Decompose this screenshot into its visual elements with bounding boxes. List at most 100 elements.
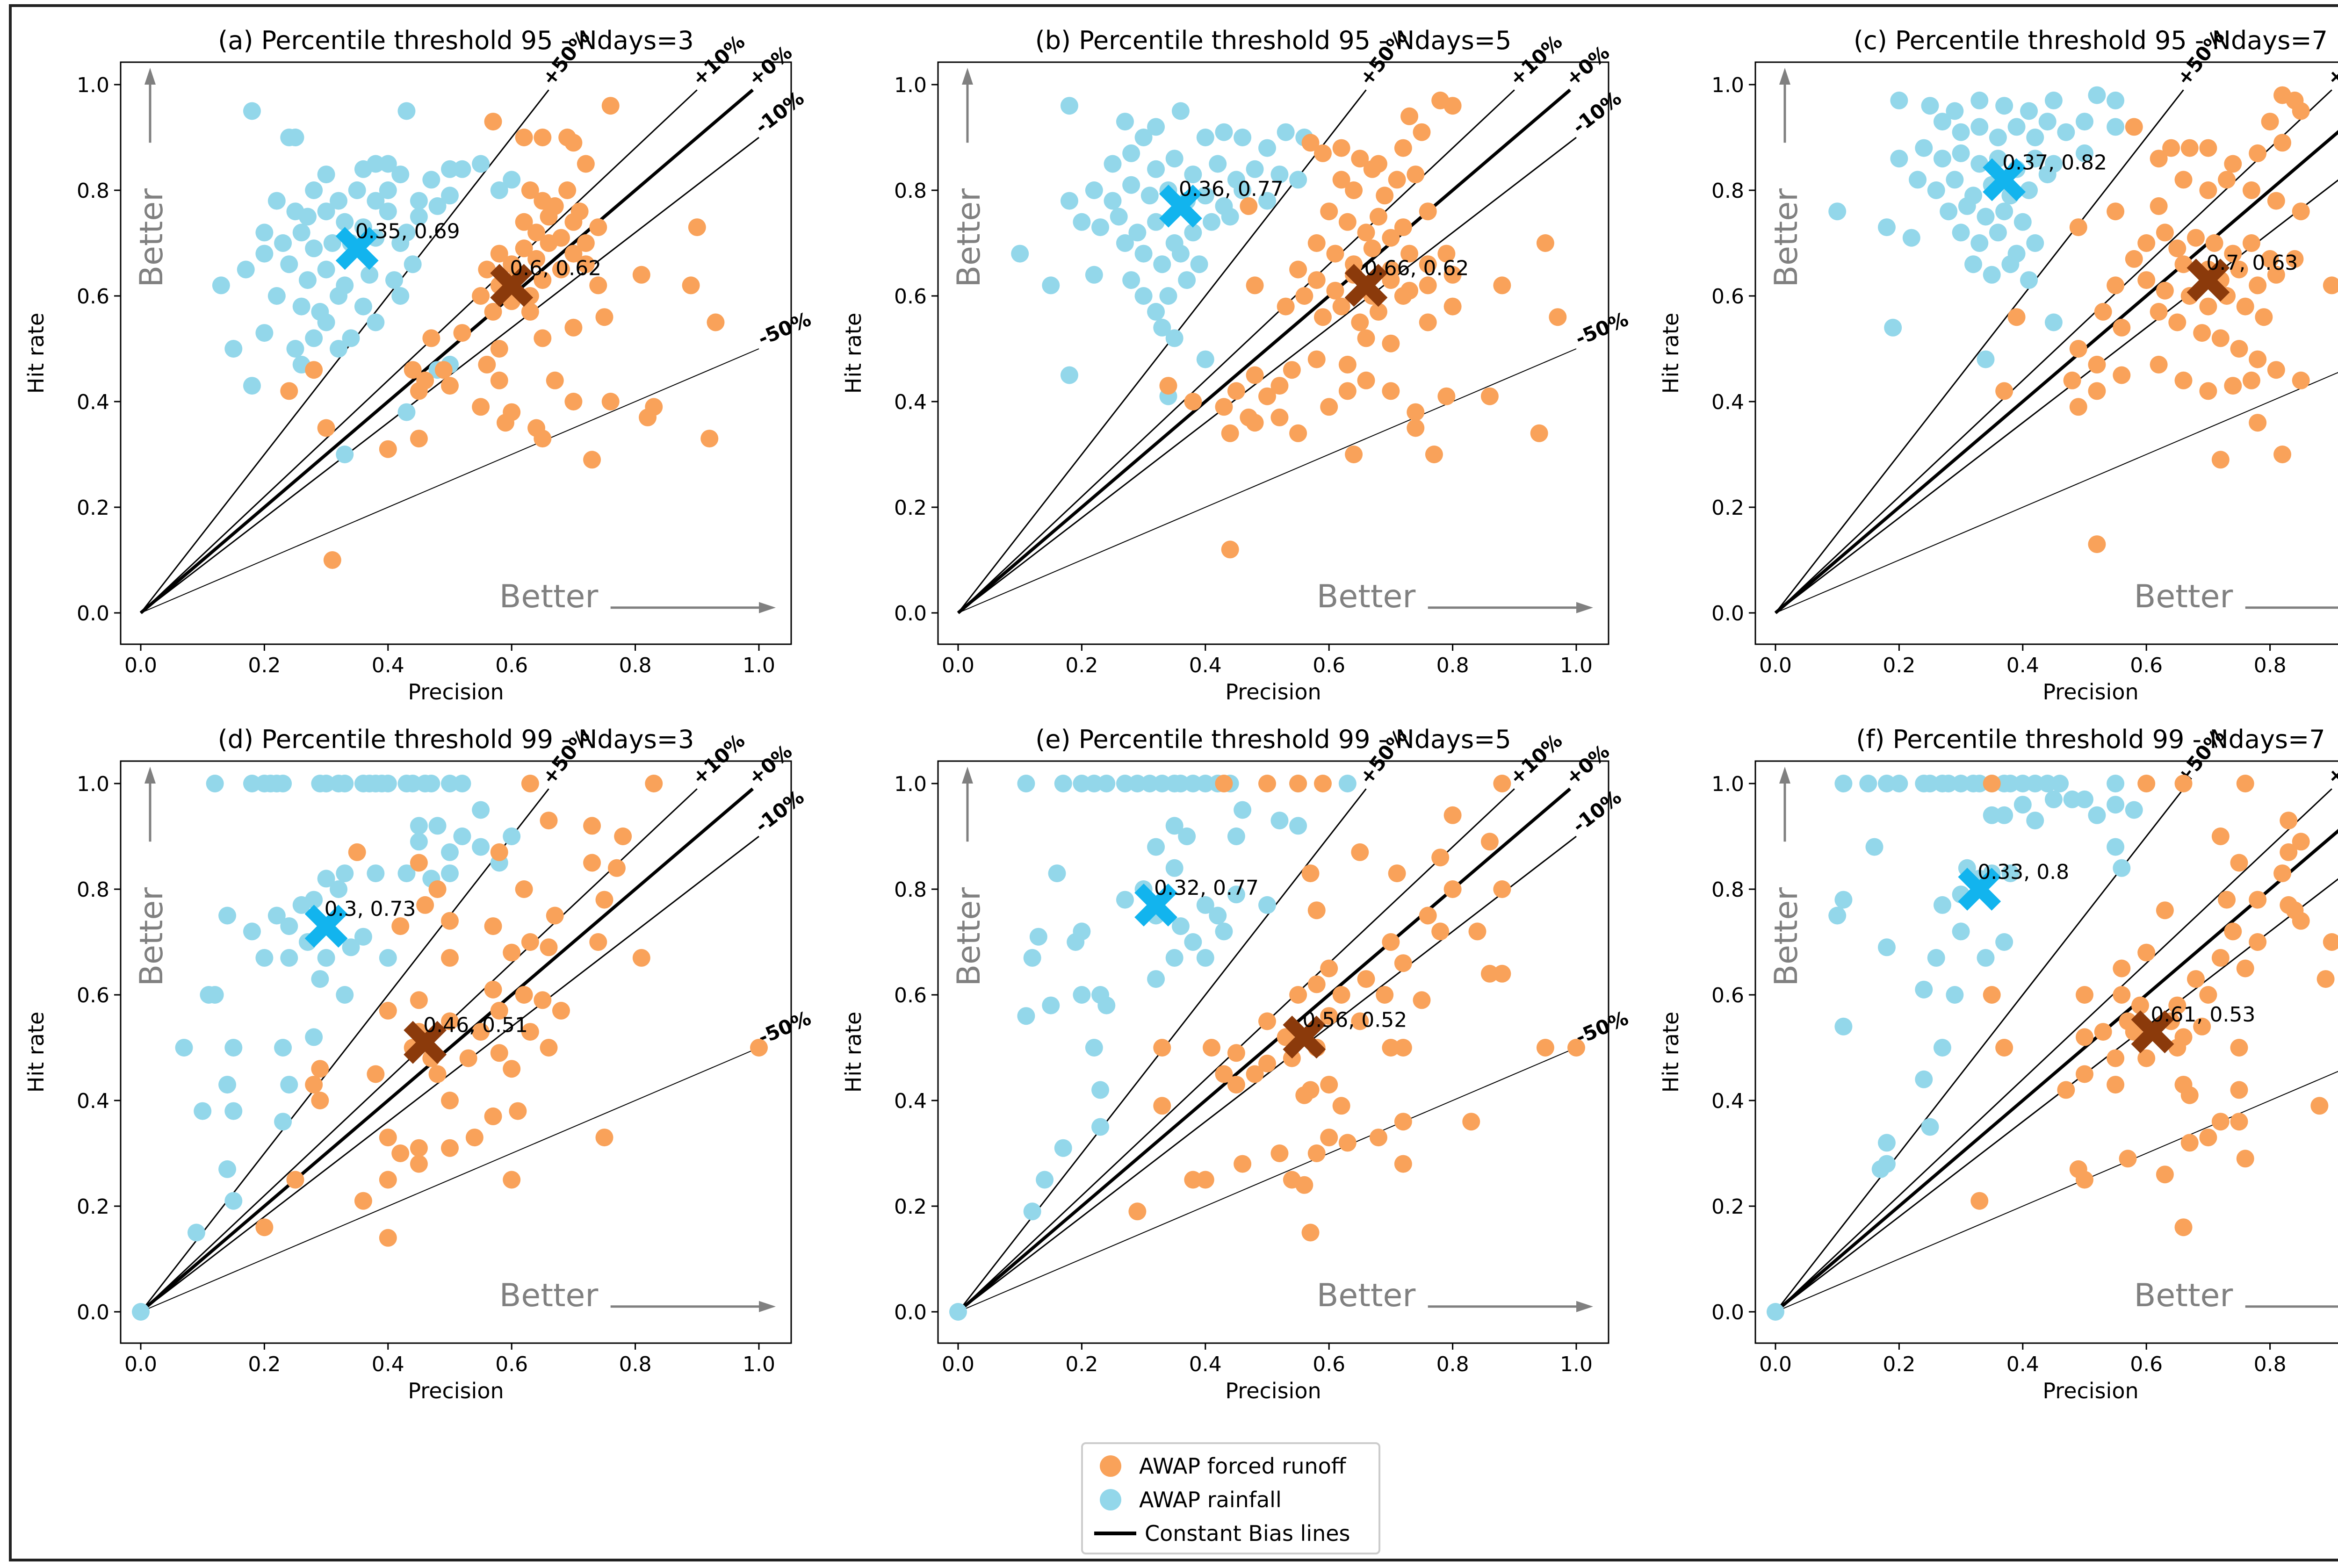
runoff-point (379, 1001, 397, 1020)
y-tick-label: 0.4 (894, 1089, 927, 1113)
runoff-point (2168, 996, 2186, 1014)
y-tick-label: 0.2 (894, 1195, 927, 1219)
runoff-mean-marker-label: 0.6, 0.62 (510, 256, 601, 280)
rainfall-point (1165, 949, 1183, 967)
rainfall-point (175, 1039, 193, 1057)
y-tick-label: 0.2 (77, 1195, 109, 1219)
chart-title: (d) Percentile threshold 99 - Ndays=3 (218, 725, 694, 754)
runoff-point (484, 302, 502, 321)
rainfall-point (1110, 208, 1128, 226)
runoff-point (472, 398, 490, 416)
runoff-point (503, 943, 521, 962)
runoff-mean-marker-icon (2131, 1010, 2174, 1053)
runoff-point (595, 891, 613, 909)
runoff-point (577, 255, 595, 273)
runoff-point (534, 329, 552, 347)
bias-line (1775, 89, 2184, 613)
rainfall-point (274, 1039, 292, 1057)
runoff-point (416, 896, 434, 914)
legend-bias-line-icon (1094, 1532, 1136, 1535)
runoff-point (1382, 271, 1400, 289)
x-tick-label: 0.6 (1313, 1352, 1345, 1376)
runoff-point (2199, 181, 2217, 199)
runoff-point (2280, 812, 2298, 830)
rainfall-point (255, 949, 274, 967)
runoff-point (1227, 382, 1245, 400)
rainfall-mean-marker-label: 0.37, 0.82 (2002, 151, 2107, 174)
better-label-horizontal: Better (2134, 1277, 2233, 1314)
rainfall-point (1209, 906, 1227, 925)
runoff-point (2156, 1165, 2174, 1184)
rainfall-point (2107, 91, 2125, 109)
chart-panel-6: 0.00.20.40.60.81.00.00.20.40.60.81.0Prec… (1658, 725, 2338, 1403)
x-tick-label: 0.2 (1065, 654, 1098, 677)
rainfall-point (292, 297, 310, 316)
rainfall-point (292, 896, 310, 914)
runoff-point (1295, 1086, 1313, 1104)
runoff-point (1369, 208, 1387, 226)
runoff-point (577, 234, 595, 252)
runoff-point (1419, 255, 1437, 273)
y-tick-label: 0.2 (1711, 496, 1744, 520)
rainfall-point (2026, 150, 2044, 168)
bias-line (957, 787, 1572, 1313)
rainfall-point (2013, 213, 2032, 231)
plot-area (937, 61, 1609, 645)
runoff-point (521, 933, 539, 951)
runoff-point (441, 912, 459, 930)
rainfall-point (428, 197, 447, 215)
rainfall-point (243, 102, 261, 120)
rainfall-point (1116, 234, 1134, 252)
runoff-point (2292, 833, 2310, 851)
runoff-mean-marker-label: 0.56, 0.52 (1302, 1008, 1407, 1032)
runoff-point (2069, 340, 2087, 358)
rainfall-point (330, 880, 348, 898)
runoff-point (1246, 414, 1264, 432)
x-tick-label: 0.2 (1883, 1352, 1915, 1376)
chart-panel-2: 0.0 0.2 0.4 0.6 0.8 1.0 0.0 0.2 0.4 0.6 0.8 1.0 Prec… (841, 26, 1631, 705)
runoff-point (1246, 366, 1264, 384)
y-axis-label: Hit rate (23, 1012, 49, 1093)
runoff-point (552, 1001, 570, 1020)
runoff-point (323, 551, 341, 569)
runoff-point (1307, 901, 1326, 920)
runoff-mean-marker-label: 0.46, 0.51 (423, 1014, 528, 1037)
rainfall-point (2020, 181, 2038, 199)
rainfall-point (2044, 313, 2063, 331)
runoff-point (490, 245, 508, 263)
runoff-point (441, 949, 459, 967)
rainfall-point (1890, 91, 1908, 109)
runoff-point (2230, 260, 2248, 279)
x-axis-label: Precision (408, 1378, 504, 1403)
runoff-point (2236, 1150, 2254, 1168)
y-axis-label: Hit rate (1658, 313, 1683, 394)
bias-line (139, 787, 754, 1313)
rainfall-point (472, 801, 490, 819)
runoff-point (1332, 297, 1350, 316)
rainfall-point (336, 775, 354, 792)
runoff-point (2125, 1023, 2143, 1041)
bias-line (140, 835, 759, 1313)
runoff-point (2224, 922, 2242, 941)
runoff-point (2137, 775, 2156, 792)
x-axis-label: Precision (1225, 679, 1321, 705)
runoff-point (546, 371, 564, 389)
better-label-horizontal: Better (1317, 1277, 1416, 1314)
runoff-point (2174, 371, 2193, 389)
y-tick-label: 0.4 (77, 1089, 109, 1113)
runoff-point (2218, 891, 2236, 909)
runoff-point (1443, 266, 1462, 284)
rainfall-point (1085, 266, 1103, 284)
rainfall-point (391, 234, 410, 252)
runoff-point (1382, 229, 1400, 247)
runoff-point (2107, 1049, 2125, 1067)
runoff-point (2242, 234, 2260, 252)
rainfall-point (1995, 933, 2013, 951)
runoff-point (2113, 986, 2131, 1004)
rainfall-point (1215, 123, 1233, 141)
runoff-point (2137, 943, 2156, 962)
runoff-point (2094, 1023, 2112, 1041)
rainfall-point (1927, 949, 1945, 967)
rainfall-point (1995, 202, 2013, 221)
y-tick-label: 0.0 (894, 602, 927, 626)
